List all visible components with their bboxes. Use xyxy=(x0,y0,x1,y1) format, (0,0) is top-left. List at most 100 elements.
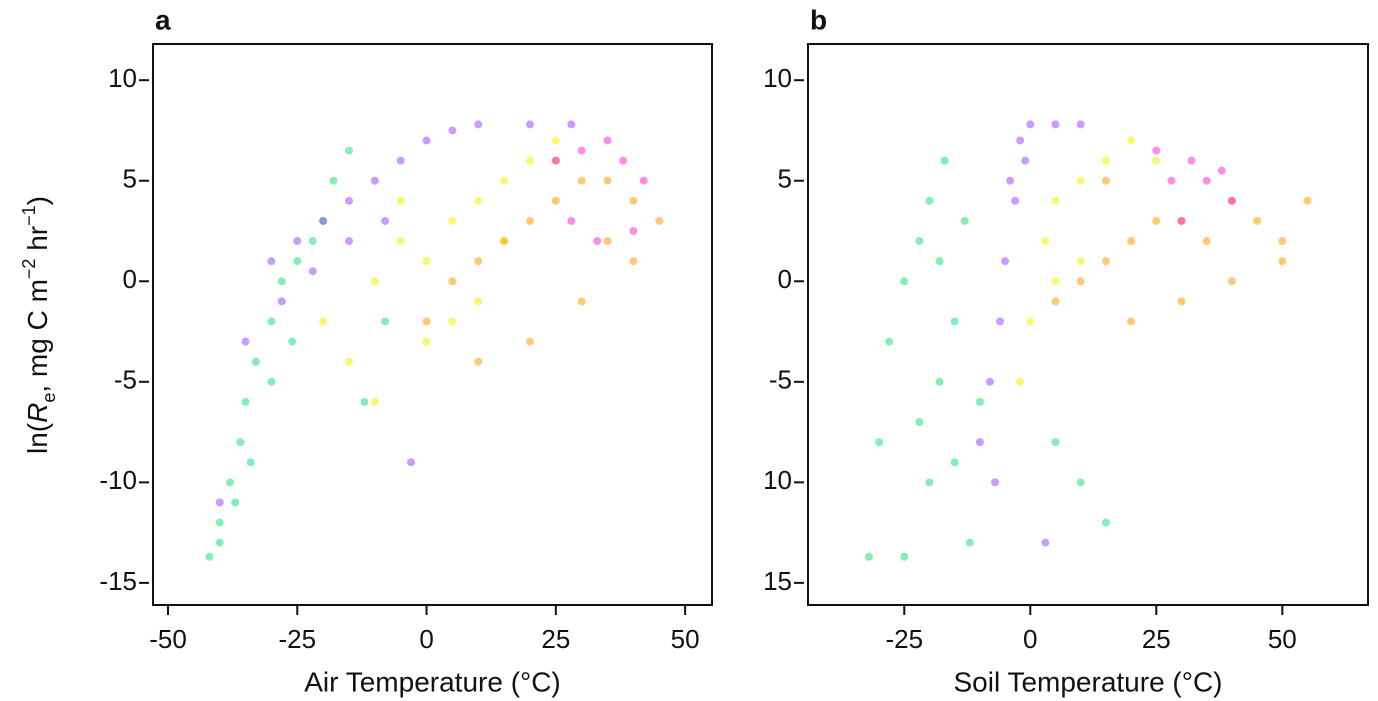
x-axis-label: Soil Temperature (°C) xyxy=(954,666,1223,697)
scatter-point xyxy=(1101,176,1110,185)
scatter-point xyxy=(319,216,328,225)
scatter-point xyxy=(639,176,648,185)
scatter-point xyxy=(267,257,276,266)
scatter-point xyxy=(1278,257,1287,266)
scatter-point xyxy=(422,136,431,145)
scatter-point xyxy=(231,498,240,507)
scatter-point xyxy=(629,196,638,205)
scatter-point xyxy=(370,277,379,286)
scatter-point xyxy=(360,397,369,406)
y-label-part: −1 xyxy=(19,205,39,226)
scatter-point xyxy=(603,237,612,246)
scatter-point xyxy=(1041,237,1050,246)
y-tick-label: 15 xyxy=(763,566,792,596)
scatter-point xyxy=(448,277,457,286)
scatter-point xyxy=(1187,156,1196,165)
plot-frame xyxy=(152,43,713,606)
y-tick-label: -5 xyxy=(114,365,137,395)
scatter-point xyxy=(251,357,260,366)
x-tick-label: 25 xyxy=(1142,624,1171,654)
scatter-point xyxy=(1076,257,1085,266)
scatter-point xyxy=(925,478,934,487)
scatter-point xyxy=(241,337,250,346)
x-tick-label: 25 xyxy=(541,624,570,654)
scatter-point xyxy=(629,227,638,235)
y-label-part: hr xyxy=(22,226,53,259)
scatter-point xyxy=(525,120,534,129)
scatter-point xyxy=(396,237,405,246)
scatter-point xyxy=(293,257,302,266)
y-tick-label: 5 xyxy=(123,164,137,194)
scatter-point xyxy=(1026,120,1035,129)
scatter-point xyxy=(215,498,224,507)
y-label-part: ln( xyxy=(22,422,53,454)
scatter-point xyxy=(567,120,576,129)
scatter-point xyxy=(500,176,509,185)
y-label-part: e xyxy=(39,393,59,403)
scatter-point xyxy=(288,337,297,346)
y-tick-label: 10 xyxy=(763,63,792,93)
scatter-point xyxy=(900,552,909,561)
scatter-point xyxy=(329,176,338,185)
y-tick-label: 0 xyxy=(778,264,792,294)
scatter-point xyxy=(1011,196,1020,205)
scatter-point xyxy=(1278,237,1287,246)
scatter-point xyxy=(344,196,353,205)
scatter-point xyxy=(370,176,379,185)
scatter-point xyxy=(655,216,664,225)
panel-label: b xyxy=(810,4,827,35)
scatter-point xyxy=(1152,216,1161,225)
scatter-point xyxy=(525,216,534,225)
scatter-point xyxy=(1152,146,1161,155)
scatter-point xyxy=(915,418,924,427)
x-axis-label: Air Temperature (°C) xyxy=(304,666,561,697)
scatter-point xyxy=(277,297,286,306)
scatter-point xyxy=(525,156,534,165)
scatter-point xyxy=(996,317,1005,326)
scatter-point xyxy=(1021,156,1030,165)
scatter-point xyxy=(551,196,560,205)
scatter-point xyxy=(267,377,276,386)
scatter-point xyxy=(1041,538,1050,547)
scatter-point xyxy=(474,120,483,129)
scatter-point xyxy=(1217,166,1226,175)
y-label-part: ) xyxy=(22,196,53,205)
y-tick-label: 10 xyxy=(763,465,792,495)
scatter-point xyxy=(577,297,586,306)
y-label-part: R xyxy=(22,403,53,423)
scatter-point xyxy=(975,397,984,406)
scatter-point xyxy=(885,337,894,346)
y-tick-label: 10 xyxy=(108,63,137,93)
scatter-point xyxy=(577,146,586,155)
scatter-point xyxy=(308,267,317,276)
y-label-part: −2 xyxy=(19,259,39,280)
scatter-point xyxy=(940,156,949,165)
scatter-point xyxy=(1303,196,1312,205)
scatter-point xyxy=(1227,196,1236,205)
scatter-point xyxy=(344,237,353,246)
y-tick-label: 5 xyxy=(778,164,792,194)
y-tick-label: -10 xyxy=(99,465,137,495)
scatter-point xyxy=(900,277,909,286)
scatter-point xyxy=(1227,277,1236,286)
scatter-point xyxy=(567,216,576,225)
scatter-point xyxy=(1001,257,1010,266)
scatter-point xyxy=(1051,277,1060,286)
x-tick-label: 0 xyxy=(419,624,433,654)
scatter-point xyxy=(935,377,944,386)
scatter-point xyxy=(215,538,224,547)
plot-frame xyxy=(807,43,1369,606)
y-tick-label: 0 xyxy=(123,264,137,294)
x-tick-label: -25 xyxy=(885,624,923,654)
scatter-point xyxy=(1006,176,1015,185)
scatter-point xyxy=(226,478,235,487)
scatter-point xyxy=(950,317,959,326)
y-tick-label: -15 xyxy=(99,566,137,596)
scatter-point xyxy=(448,216,457,225)
scatter-point xyxy=(577,176,586,185)
scatter-point xyxy=(215,518,224,527)
x-tick-label: -50 xyxy=(149,624,187,654)
scatter-point xyxy=(1076,478,1085,487)
scatter-point xyxy=(1253,216,1262,225)
scatter-point xyxy=(991,478,1000,487)
